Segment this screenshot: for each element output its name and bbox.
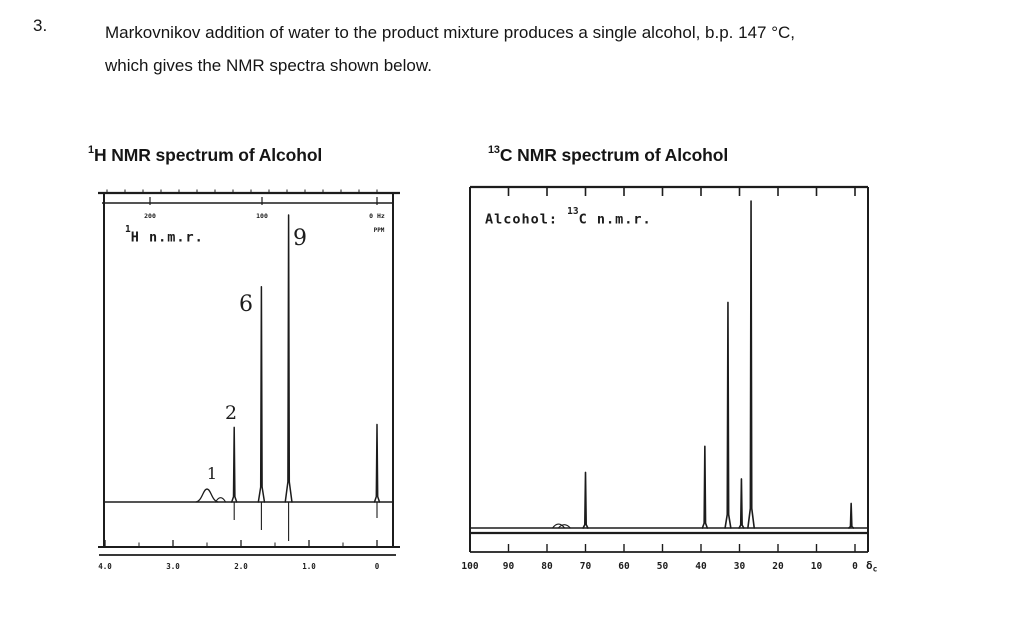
axis-tick-label: 100 [461,561,478,572]
peak [373,423,381,503]
integration-label: 1 [207,464,217,483]
axis-tick-label: 90 [503,561,515,572]
axis-tick-label: 200 [144,212,156,220]
broad-peak [195,488,219,503]
h1-heading-text: H NMR spectrum of Alcohol [93,145,323,165]
c13-inner-superscript: 13 [567,205,579,217]
axis-tick-label: 80 [541,561,553,572]
axis-tick-label: 4.0 [98,562,112,571]
question-line-2: which gives the NMR spectra shown below. [105,56,432,75]
axis-tick-label: 0 [375,562,380,571]
peak [284,214,293,503]
h1-inner-label: 1H n.m.r. [125,224,204,246]
c13-heading-text: C NMR spectrum of Alcohol [499,145,729,165]
peak [582,471,589,529]
peak [257,286,266,503]
integration-label: 9 [293,226,307,251]
minor-peak [557,524,571,529]
integration-label: 2 [225,402,237,424]
axis-tick-label: 60 [618,561,630,572]
axis-tick-label: 70 [580,561,592,572]
axis-tick-label: 2.0 [234,562,248,571]
minor-peak [215,497,227,503]
axis-sub-label: PPM [374,227,385,234]
question-number: 3. [33,16,48,35]
axis-tick-label: 40 [695,561,707,572]
axis-tick-label: 50 [657,561,669,572]
peak [724,301,732,529]
minor-peak [552,523,566,529]
peak [738,478,745,529]
h1-inner-text: H n.m.r. [130,229,204,246]
h1-spectrum-heading: 1H NMR spectrum of Alcohol [88,143,323,166]
question-text: Markovnikov addition of water to the pro… [105,16,985,82]
c13-nmr-figure: 100 90 80 70 60 50 40 30 20 10 0 δc Alcohol: 13C n.… [445,180,890,580]
h1-nmr-plot: 200 100 0 Hz PPM 4.0 3.0 2.0 1.0 0 1 2 6 9 [98,189,400,571]
peak [747,200,756,529]
c13-nmr-plot: 100 90 80 70 60 50 40 30 20 10 0 δc [461,185,878,574]
axis-tick-label: 10 [811,561,823,572]
h1-inner-superscript: 1 [125,223,131,235]
peak [848,502,855,529]
axis-tick-label: 1.0 [302,562,316,571]
peak [701,445,709,529]
axis-tick-label: 30 [734,561,746,572]
c13-spectrum-heading: 13C NMR spectrum of Alcohol [488,143,729,166]
axis-tick-label: 3.0 [166,562,180,571]
c13-inner-prefix: Alcohol: [485,211,568,228]
c13-inner-text: C n.m.r. [578,211,652,228]
integration-label: 6 [239,292,253,317]
h1-nmr-figure: 200 100 0 Hz PPM 4.0 3.0 2.0 1.0 0 1 2 6 9 1H n.m.r. [95,188,405,580]
c13-heading-superscript: 13 [488,143,500,156]
question-line-1: Markovnikov addition of water to the pro… [105,23,796,42]
axis-tick-label: 0 [852,561,858,572]
c13-inner-label: Alcohol: 13C n.m.r. [485,206,652,228]
axis-tick-label: 0 Hz [369,212,385,220]
axis-tick-label: 100 [256,212,268,220]
h1-heading-superscript: 1 [88,143,94,156]
axis-unit-label: δc [866,559,878,574]
axis-tick-label: 20 [772,561,784,572]
peak [230,426,238,503]
